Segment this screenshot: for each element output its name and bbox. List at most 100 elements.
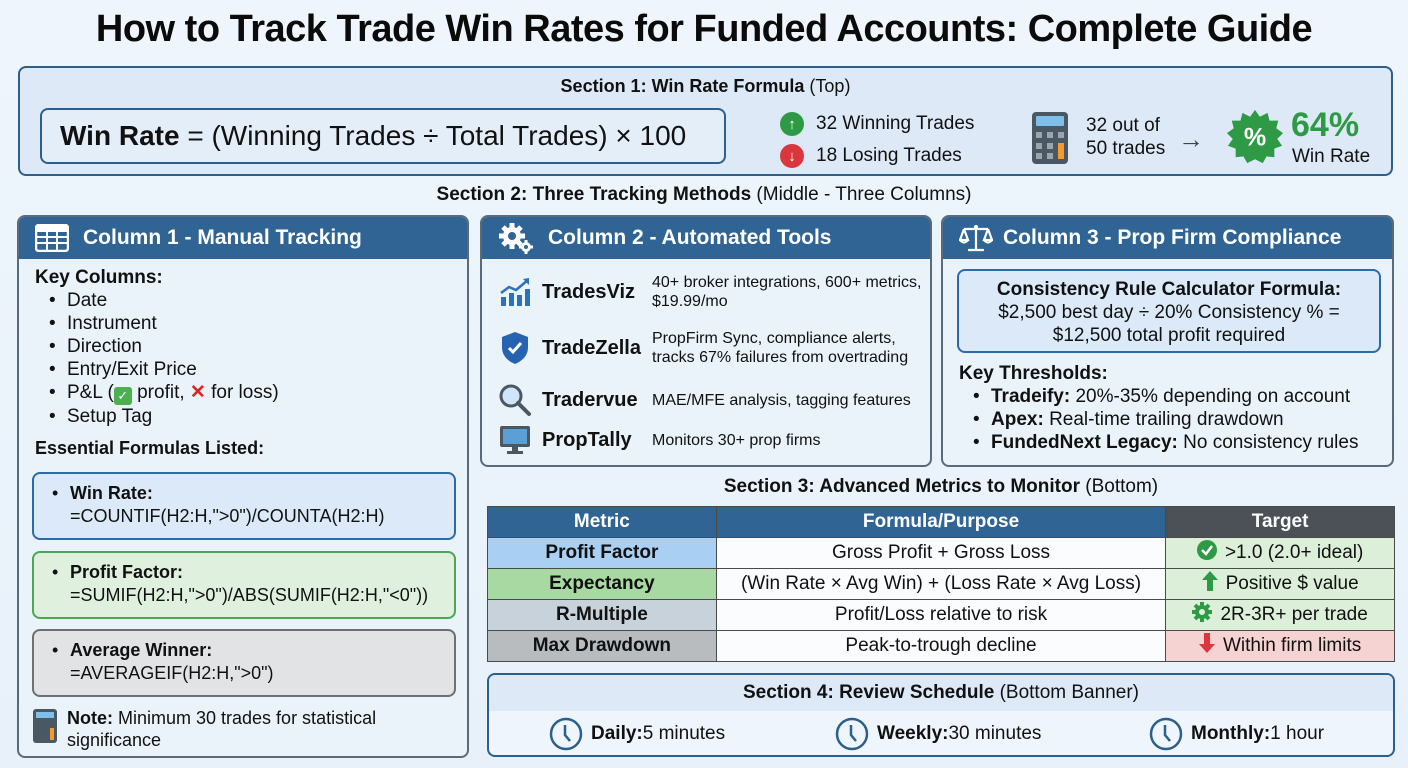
target-cell: Positive $ value [1165, 568, 1395, 600]
formula-cell: Profit/Loss relative to risk [715, 599, 1167, 631]
key-columns-list: Date Instrument Direction Entry/Exit Pri… [35, 289, 467, 428]
key-thresholds: Key Thresholds: Tradeify: 20%-35% depend… [959, 363, 1358, 454]
column-3-prop-firm-compliance: Column 3 - Prop Firm Compliance Consiste… [941, 215, 1394, 467]
calculator-icon [33, 709, 57, 743]
arrow-down-circle-icon: ↓ [780, 144, 804, 168]
column-1-manual-tracking: Column 1 - Manual Tracking Key Columns: … [17, 215, 469, 758]
column-2-title: Column 2 - Automated Tools [548, 226, 832, 249]
formula-cell: Peak-to-trough decline [715, 630, 1167, 662]
column-2-header: Column 2 - Automated Tools [482, 217, 930, 259]
spreadsheet-icon [35, 224, 69, 252]
formula-name: Win Rate: [70, 483, 153, 503]
target-text: Within firm limits [1222, 635, 1362, 656]
schedule-monthly: Monthly: 1 hour [1149, 717, 1324, 751]
section-2-heading: Section 2: Three Tracking Methods (Middl… [0, 184, 1408, 206]
svg-text:%: % [1244, 124, 1266, 152]
list-item: Instrument [49, 312, 467, 335]
column-3-title: Column 3 - Prop Firm Compliance [1003, 226, 1342, 249]
firm-rule: Real-time trailing drawdown [1043, 409, 1284, 430]
tool-desc: MAE/MFE analysis, tagging features [652, 391, 911, 409]
schedule-label: Monthly: [1191, 723, 1271, 744]
column-header-formula: Formula/Purpose [715, 506, 1167, 538]
note-text-2: significance [67, 730, 162, 750]
metric-cell: Expectancy [487, 568, 717, 600]
list-item: Direction [49, 335, 467, 358]
gears-icon [498, 222, 534, 254]
section-4-heading: Section 4: Review Schedule (Bottom Banne… [489, 675, 1393, 711]
losing-trades-label: 18 Losing Trades [816, 145, 962, 166]
column-header-target: Target [1165, 506, 1395, 538]
tool-name: PropTally [542, 428, 632, 451]
pl-loss: for loss) [205, 382, 279, 403]
winning-trades-label: 32 Winning Trades [816, 113, 975, 134]
magnifier-icon [498, 383, 532, 417]
arrow-up-icon [1201, 571, 1218, 597]
metric-cell: Max Drawdown [487, 630, 717, 662]
formula-bold: Win Rate [60, 120, 180, 151]
note: Note: Minimum 30 trades for statistical … [33, 707, 376, 751]
section-3-heading-bold: Section 3: Advanced Metrics to Monitor [723, 476, 1080, 497]
list-item: Setup Tag [49, 405, 467, 428]
cross-mark-icon: ✕ [189, 382, 206, 403]
calc-title: Consistency Rule Calculator Formula: [996, 279, 1342, 300]
arrow-up-circle-icon: ↑ [780, 112, 804, 136]
calc-text: 32 out of 50 trades [1086, 114, 1165, 160]
metrics-table: Metric Formula/Purpose Target Profit Fac… [487, 506, 1395, 662]
table-header-row: Metric Formula/Purpose Target [487, 506, 1395, 538]
column-2-automated-tools: Column 2 - Automated Tools TradesViz 40+… [480, 215, 932, 467]
tool-desc: Monitors 30+ prop firms [652, 431, 821, 449]
note-label: Note: [67, 708, 113, 728]
formula-card-average-winner: Average Winner: =AVERAGEIF(H2:H,">0") [32, 629, 456, 697]
win-loss-counts: ↑ 32 Winning Trades ↓ 18 Losing Trades [780, 108, 974, 172]
target-text: Positive $ value [1225, 573, 1359, 594]
target-text: >1.0 (2.0+ ideal) [1224, 542, 1364, 563]
target-cell: >1.0 (2.0+ ideal) [1165, 537, 1395, 569]
metric-cell: Profit Factor [487, 537, 717, 569]
section-1-heading: Section 1: Win Rate Formula (Top) [20, 76, 1391, 97]
section-1-win-rate-formula: Section 1: Win Rate Formula (Top) Win Ra… [18, 66, 1393, 176]
formula-name: Average Winner: [70, 640, 213, 660]
firm-rule: No consistency rules [1177, 432, 1359, 453]
tool-row-tradesviz: TradesViz 40+ broker integrations, 600+ … [498, 273, 922, 311]
schedule-value: 30 minutes [948, 723, 1042, 744]
section-1-heading-rest: (Top) [804, 76, 851, 96]
thresholds-heading: Key Thresholds: [959, 363, 1108, 384]
target-text: 2R-3R+ per trade [1220, 604, 1368, 625]
chart-growth-icon [498, 277, 532, 307]
scales-icon [959, 223, 993, 253]
winning-trades-row: ↑ 32 Winning Trades [780, 108, 974, 140]
thresholds-list: Tradeify: 20%-35% depending on account A… [959, 385, 1358, 454]
losing-trades-row: ↓ 18 Losing Trades [780, 140, 974, 172]
clock-icon [1149, 717, 1183, 751]
calc-line-2: $12,500 total profit required [1052, 325, 1286, 346]
win-rate-label: Win Rate [1292, 146, 1371, 167]
tool-desc: PropFirm Sync, compliance alerts, tracks… [652, 330, 909, 366]
formula-value: =COUNTIF(H2:H,">0")/COUNTA(H2:H) [70, 506, 385, 526]
column-1-body: Key Columns: Date Instrument Direction E… [19, 259, 467, 459]
formula-text: = (Winning Trades ÷ Total Trades) × 100 [179, 120, 687, 151]
pl-profit: profit, [131, 382, 190, 403]
schedule-daily: Daily: 5 minutes [549, 717, 725, 751]
column-1-title: Column 1 - Manual Tracking [83, 226, 362, 249]
formula-name: Profit Factor: [70, 562, 184, 582]
tool-name: TradesViz [542, 280, 636, 303]
page-title: How to Track Trade Win Rates for Funded … [95, 8, 1313, 50]
list-item-pl: P&L (✓ profit, ✕ for loss) [49, 381, 467, 405]
note-text: Minimum 30 trades for statistical [113, 708, 377, 728]
tool-name: Tradervue [542, 388, 638, 411]
firm-rule: 20%-35% depending on account [1070, 386, 1351, 407]
section-2-heading-bold: Section 2: Three Tracking Methods [436, 184, 752, 205]
firm-name: Apex: [991, 409, 1044, 430]
section-4-heading-rest: (Bottom Banner) [994, 682, 1139, 703]
key-columns-heading: Key Columns: [35, 267, 163, 288]
shield-check-icon [498, 331, 532, 365]
check-mark-icon: ✓ [113, 387, 132, 405]
schedule-value: 5 minutes [642, 723, 726, 744]
schedule-value: 1 hour [1270, 723, 1325, 744]
target-cell: Within firm limits [1165, 630, 1395, 662]
table-row: Expectancy (Win Rate × Avg Win) + (Loss … [487, 568, 1395, 600]
tool-row-tradervue: Tradervue MAE/MFE analysis, tagging feat… [498, 383, 922, 417]
win-rate-formula-box: Win Rate = (Winning Trades ÷ Total Trade… [40, 108, 726, 164]
section-3-heading-rest: (Bottom) [1080, 476, 1159, 497]
schedule-label: Daily: [591, 723, 643, 744]
